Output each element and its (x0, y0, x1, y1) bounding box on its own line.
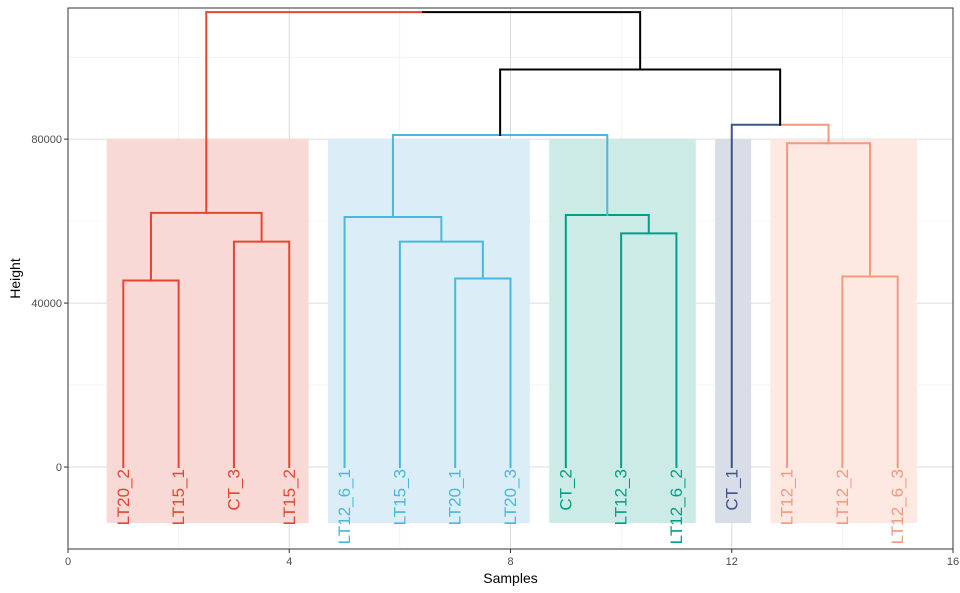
x-tick-label: 12 (726, 556, 738, 568)
leaf-label-LT12_1: LT12_1 (778, 469, 797, 525)
branch-merge-11-left (730, 123, 782, 469)
x-tick-label: 4 (286, 556, 292, 568)
leaf-label-LT12_3: LT12_3 (612, 469, 631, 525)
axis-ticks: 0 4 8 12 16 0 40000 80000 (31, 134, 959, 568)
y-axis-title: Height (7, 258, 23, 299)
cluster-band-1 (327, 139, 530, 523)
leaf-label-LT12_6_3: LT12_6_3 (888, 469, 907, 544)
cluster-band-2 (549, 139, 696, 523)
leaf-label-LT12_6_1: LT12_6_1 (335, 469, 354, 544)
x-tick-label: 8 (507, 556, 513, 568)
branch-merge-13-right (422, 11, 642, 71)
leaf-label-CT_1: CT_1 (722, 469, 741, 511)
y-tick-label: 80000 (31, 134, 62, 146)
leaf-label-LT12_2: LT12_2 (833, 469, 852, 525)
y-tick-label: 40000 (31, 298, 62, 310)
leaf-label-LT20_1: LT20_1 (446, 469, 465, 525)
cluster-band-4 (770, 139, 918, 523)
branch-merge-13-left (205, 11, 425, 214)
x-axis-title: Samples (483, 570, 537, 586)
leaf-label-LT20_3: LT20_3 (501, 469, 520, 525)
leaf-label-CT_3: CT_3 (224, 469, 243, 511)
leaf-label-LT12_6_2: LT12_6_2 (667, 469, 686, 544)
leaf-label-LT15_1: LT15_1 (169, 469, 188, 525)
cluster-band-0 (106, 139, 309, 523)
leaf-labels: LT20_2 LT15_1 CT_3 LT15_2 LT12_6_1 LT15_3 LT20… (114, 469, 907, 544)
cluster-band-3 (715, 139, 752, 523)
y-tick-label: 0 (56, 462, 62, 474)
x-tick-label: 16 (947, 556, 959, 568)
leaf-label-CT_2: CT_2 (556, 469, 575, 511)
leaf-label-LT15_3: LT15_3 (390, 469, 409, 525)
branch-merge-11-right (779, 123, 830, 145)
dendrogram-tree (122, 11, 899, 469)
cluster-bands (106, 139, 918, 523)
x-tick-label: 0 (65, 556, 71, 568)
leaf-label-LT15_2: LT15_2 (280, 469, 299, 525)
leaf-label-LT20_2: LT20_2 (114, 469, 133, 525)
